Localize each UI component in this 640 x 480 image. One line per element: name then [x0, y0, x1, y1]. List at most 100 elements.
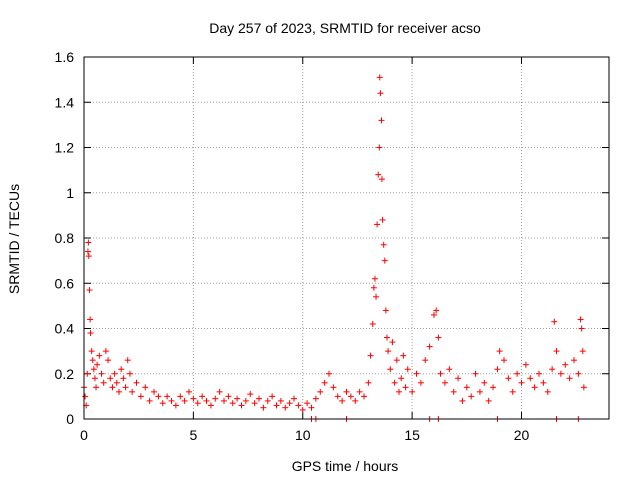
x-tick-label: 10	[295, 427, 311, 443]
data-point	[377, 90, 384, 97]
y-axis-ticks: 0 0.2 0.4 0.6 0.8 1 1.2 1.4 1.6	[55, 49, 609, 427]
y-tick-label: 1.6	[55, 49, 75, 65]
data-point	[417, 379, 424, 386]
data-point	[446, 366, 453, 373]
data-point	[207, 402, 214, 409]
data-point	[459, 397, 466, 404]
data-point	[299, 406, 306, 413]
data-point	[505, 375, 512, 382]
data-point	[181, 397, 188, 404]
data-point	[98, 370, 105, 377]
data-point	[221, 397, 227, 404]
data-point	[168, 397, 175, 404]
data-point	[383, 334, 390, 341]
data-point	[304, 400, 311, 407]
data-point	[579, 348, 586, 355]
data-point	[441, 379, 448, 386]
data-point	[321, 379, 328, 386]
data-point	[273, 402, 280, 409]
data-point	[398, 375, 405, 382]
data-point	[551, 318, 558, 325]
data-point	[116, 388, 122, 395]
data-point	[549, 366, 556, 373]
x-tick-label: 20	[514, 427, 530, 443]
data-point	[155, 393, 162, 400]
data-point	[343, 388, 350, 395]
data-point	[269, 393, 276, 400]
data-point	[580, 384, 587, 391]
data-point	[369, 320, 376, 327]
data-point	[455, 375, 462, 382]
data-point	[216, 388, 223, 395]
data-point	[433, 307, 440, 314]
data-point	[212, 395, 219, 402]
y-tick-label: 0.4	[55, 321, 75, 337]
data-point	[437, 370, 444, 377]
data-point	[120, 375, 127, 382]
data-point	[124, 357, 131, 364]
data-point	[159, 400, 166, 407]
y-tick-label: 1.2	[55, 140, 75, 156]
data-point	[514, 370, 521, 377]
data-point	[339, 397, 346, 404]
data-point	[389, 339, 396, 346]
data-point	[367, 352, 374, 359]
data-point	[94, 361, 101, 368]
chart-title: Day 257 of 2023, SRMTID for receiver acs…	[209, 20, 481, 36]
data-point	[485, 397, 492, 404]
data-point	[578, 325, 585, 332]
y-tick-label: 0.2	[55, 366, 75, 382]
data-point	[105, 357, 112, 364]
data-point	[85, 239, 92, 246]
data-point	[102, 348, 109, 355]
data-point	[396, 388, 402, 395]
data-point	[481, 379, 488, 386]
data-point	[376, 74, 383, 81]
data-point	[90, 366, 97, 373]
data-point	[286, 400, 293, 407]
data-point	[84, 248, 91, 255]
data-point	[476, 388, 483, 395]
data-point	[531, 384, 538, 391]
plot-frame	[83, 56, 610, 420]
data-point	[400, 352, 407, 359]
data-point	[146, 397, 153, 404]
data-point	[87, 330, 94, 337]
data-point	[229, 400, 236, 407]
data-point	[177, 393, 184, 400]
data-point	[86, 287, 93, 294]
data-point	[361, 393, 367, 400]
x-tick-label: 0	[80, 427, 88, 443]
x-tick-label: 15	[404, 427, 420, 443]
data-point	[571, 357, 577, 364]
data-point	[544, 388, 551, 395]
data-point	[385, 348, 392, 355]
data-point	[402, 384, 409, 391]
data-point	[435, 334, 442, 341]
data-point	[88, 348, 95, 355]
data-points	[81, 74, 587, 422]
data-point	[371, 275, 378, 282]
data-point	[199, 393, 206, 400]
data-point	[142, 384, 149, 391]
data-point	[509, 388, 516, 395]
data-point	[308, 404, 315, 411]
data-point	[133, 379, 140, 386]
x-tick-label: 5	[189, 427, 197, 443]
data-point	[356, 388, 363, 395]
data-point	[109, 384, 116, 391]
data-point	[203, 397, 210, 404]
data-point	[264, 397, 271, 404]
data-point	[251, 400, 258, 407]
data-point	[379, 216, 386, 223]
data-point	[376, 144, 383, 151]
data-point	[522, 361, 529, 368]
data-point	[330, 384, 337, 391]
data-point	[317, 388, 324, 395]
data-point	[194, 400, 201, 407]
data-point	[431, 311, 437, 318]
data-point	[242, 397, 249, 404]
data-point	[374, 221, 381, 228]
data-point	[190, 395, 197, 402]
